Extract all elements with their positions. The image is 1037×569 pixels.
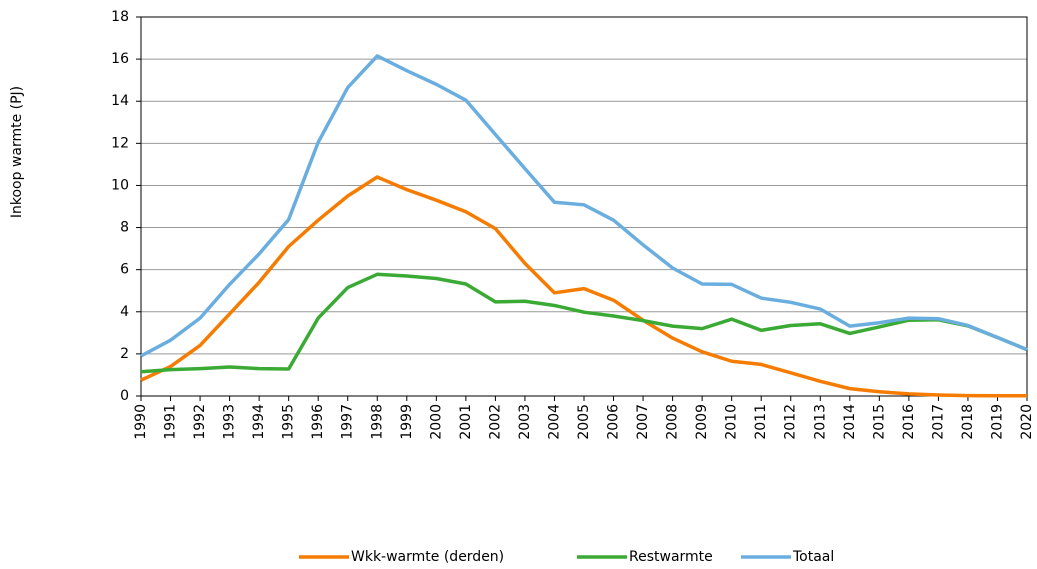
x-tick-label: 2006 <box>606 404 622 440</box>
x-tick-label: 2002 <box>487 404 503 440</box>
y-tick-label: 14 <box>111 93 129 109</box>
x-tick-label: 1990 <box>133 404 149 440</box>
x-tick-label: 1999 <box>399 404 415 440</box>
x-tick-label: 2001 <box>458 404 474 440</box>
x-tick-label: 1993 <box>222 404 238 440</box>
x-tick-label: 2010 <box>724 404 740 440</box>
x-tick-label: 2007 <box>635 404 651 440</box>
line <box>140 175 1027 398</box>
legend-label: Restwarmte <box>629 549 713 565</box>
y-axis-label: Inkoop warmte (PJ) <box>9 86 25 218</box>
y-tick-label: 0 <box>120 388 129 404</box>
x-tick-label: 2017 <box>930 404 946 440</box>
x-tick-label: 1994 <box>251 404 267 440</box>
y-tick-label: 2 <box>120 346 129 362</box>
x-tick-label: 1995 <box>281 404 297 440</box>
x-tick-label: 1998 <box>369 404 385 440</box>
x-tick-label: 2009 <box>694 404 710 440</box>
x-tick-label: 2000 <box>428 404 444 440</box>
x-tick-label: 2020 <box>1019 404 1035 440</box>
x-tick-label: 2018 <box>960 404 976 440</box>
y-tick-label: 12 <box>111 135 129 151</box>
x-tick-label: 1991 <box>163 404 179 440</box>
x-tick-label: 2011 <box>753 404 769 440</box>
y-tick-label: 16 <box>111 51 129 67</box>
x-tick-label: 1992 <box>192 404 208 440</box>
x-tick-label: 2013 <box>812 404 828 440</box>
x-tick-label: 1996 <box>310 404 326 440</box>
y-tick-label: 8 <box>120 220 129 236</box>
y-tick-label: 10 <box>111 177 129 193</box>
y-tick-label: 6 <box>120 262 129 278</box>
line <box>140 272 1028 374</box>
x-tick-label: 2005 <box>576 404 592 440</box>
x-tick-label: 1997 <box>340 404 356 440</box>
legend-label: Totaal <box>792 549 834 565</box>
x-tick-label: 2016 <box>901 404 917 440</box>
x-tick-label: 2012 <box>783 404 799 440</box>
x-tick-label: 2004 <box>546 404 562 440</box>
x-tick-label: 2015 <box>871 404 887 440</box>
line <box>140 54 1028 358</box>
y-tick-label: 18 <box>111 9 129 25</box>
x-tick-label: 2014 <box>842 404 858 440</box>
x-tick-label: 2003 <box>517 404 533 440</box>
y-tick-label: 4 <box>120 304 129 320</box>
x-tick-label: 2019 <box>989 404 1005 440</box>
legend-label: Wkk-warmte (derden) <box>351 549 504 565</box>
x-tick-label: 2008 <box>665 404 681 440</box>
